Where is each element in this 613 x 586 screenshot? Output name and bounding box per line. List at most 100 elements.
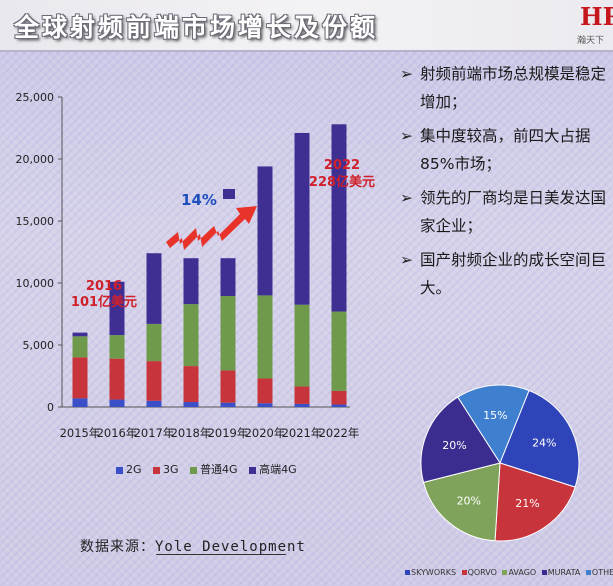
bullet-point: ➢ 射频前端市场总规模是稳定增加；	[400, 60, 610, 116]
pie-chart: 15% 24% 21% 20% 20%	[420, 384, 580, 542]
bar-segment	[220, 402, 236, 407]
legend-swatch	[249, 466, 257, 474]
pie-slice-label: 20%	[442, 439, 466, 452]
bar-segment	[183, 258, 199, 305]
legend-swatch	[502, 570, 508, 575]
legend-label: 高端4G	[259, 463, 297, 476]
legend-swatch	[585, 570, 591, 575]
bullet-text: 领先的厂商均是日美发达国家企业；	[420, 189, 607, 235]
x-tick-label: 2020年	[245, 426, 286, 440]
bar-segment	[331, 404, 347, 407]
pie-legend-label: QORVO	[467, 568, 497, 577]
stacked-bar-chart: 0 5,000 10,000 15,000 20,000 25,000 2015年2016年…	[16, 91, 376, 440]
bar-segment	[331, 311, 347, 391]
pie-slice	[420, 396, 501, 484]
bar-segment	[146, 253, 162, 324]
page-title: 全球射频前端市场增长及份额	[14, 13, 379, 42]
legend-label: 3G	[163, 463, 179, 476]
x-tick-label: 2016年	[97, 426, 138, 440]
pie-chart-legend: SKYWORKS QORVO AVAGO MURATA OTHERS	[405, 568, 613, 577]
legend-swatch	[190, 466, 198, 474]
bullet-point: ➢ 领先的厂商均是日美发达国家企业；	[400, 184, 610, 240]
bullet-text: 国产射频企业的成长空间巨大。	[420, 251, 607, 297]
legend-label: 2G	[126, 463, 142, 476]
bullet-text: 射频前端市场总规模是稳定增加；	[420, 65, 607, 111]
bar-segment	[331, 390, 347, 405]
bar-segment	[257, 378, 273, 404]
pie-slice-label: 15%	[483, 409, 507, 422]
pie-slice	[494, 462, 576, 542]
bar-segment	[183, 366, 199, 403]
logo-text: 瀚天下	[577, 36, 605, 46]
bar-chart-legend: 2G 3G 普通4G 高端4G	[116, 461, 305, 477]
x-tick-label: 2015年	[60, 426, 101, 440]
x-tick-label: 2021年	[282, 426, 323, 440]
growth-arrow-icon	[166, 206, 257, 250]
bar-segment	[72, 332, 88, 337]
pie-slice	[457, 384, 530, 465]
y-tick-label: 25,000	[16, 91, 55, 104]
bar-segment	[294, 386, 310, 404]
y-tick-label: 0	[47, 401, 54, 414]
company-logo: HR 瀚天下	[574, 2, 613, 48]
y-tick-label: 5,000	[23, 339, 55, 352]
y-tick-label: 15,000	[16, 215, 55, 228]
source-underline	[156, 554, 286, 555]
x-tick-label: 2019年	[208, 426, 249, 440]
annotation-2016-value: 101亿美元	[71, 294, 137, 310]
key-points-list: ➢ 射频前端市场总规模是稳定增加； ➢ 集中度较高，前四大占据85%市场； ➢ 领先的…	[400, 60, 610, 308]
pie-slice-label: 24%	[532, 436, 556, 449]
pie-legend-label: SKYWORKS	[411, 568, 457, 577]
pie-legend-label: MURATA	[547, 568, 581, 577]
annotation-2022-year: 2022	[324, 158, 360, 173]
data-source-note: 数据来源：Yole Development	[80, 539, 306, 555]
bar-segment	[72, 398, 88, 407]
legend-item: 2G	[116, 463, 142, 476]
bar-segment	[220, 296, 236, 371]
pie-slice-label: 21%	[515, 497, 539, 510]
bar-segment	[257, 403, 273, 407]
y-tick-label: 20,000	[16, 153, 55, 166]
pie-slice	[422, 462, 501, 542]
bar-segment	[183, 304, 199, 367]
bar-segment	[294, 132, 310, 305]
legend-swatch	[405, 570, 410, 575]
bar-segment	[146, 361, 162, 401]
legend-swatch	[153, 466, 161, 474]
pie-slice	[499, 389, 580, 488]
arrow-bullet-icon: ➢	[400, 189, 413, 207]
bar-segment	[72, 336, 88, 358]
title-bar: 全球射频前端市场增长及份额 HR 瀚天下	[0, 0, 613, 52]
growth-marker	[223, 189, 235, 199]
pie-slice-label: 20%	[457, 494, 481, 507]
annotation-cagr: 14%	[181, 191, 217, 209]
bar-segment	[294, 304, 310, 387]
x-tick-label: 2018年	[171, 426, 212, 440]
bar-segment	[294, 403, 310, 407]
bullet-point: ➢ 集中度较高，前四大占据85%市场；	[400, 122, 610, 178]
arrow-bullet-icon: ➢	[400, 251, 413, 269]
bullet-point: ➢ 国产射频企业的成长空间巨大。	[400, 246, 610, 302]
bar-segment	[183, 402, 199, 407]
bar-segment	[257, 166, 273, 296]
legend-swatch	[461, 570, 467, 575]
bar-segment	[109, 281, 125, 336]
bar-segment	[146, 400, 162, 407]
arrow-bullet-icon: ➢	[400, 127, 413, 145]
pie-legend-label: AVAGO	[508, 568, 537, 577]
pie-legend-item: AVAGO	[502, 568, 536, 577]
pie-legend-label: OTHERS	[591, 568, 613, 577]
charts-canvas: 0 5,000 10,000 15,000 20,000 25,000 2015年2016年…	[16, 91, 580, 542]
legend-item: 高端4G	[249, 461, 297, 477]
bar-segment	[257, 295, 273, 379]
annotation-2022-value: 228亿美元	[309, 174, 375, 190]
pie-legend-item: MURATA	[541, 568, 581, 577]
legend-swatch	[116, 466, 123, 474]
x-tick-label: 2017年	[134, 426, 175, 440]
pie-legend-item: SKYWORKS	[405, 568, 456, 577]
bullet-text: 集中度较高，前四大占据85%市场；	[420, 127, 591, 173]
arrow-bullet-icon: ➢	[400, 65, 413, 83]
bar-segment	[109, 358, 125, 400]
bar-segment	[109, 335, 125, 359]
legend-label: 普通4G	[200, 463, 238, 476]
